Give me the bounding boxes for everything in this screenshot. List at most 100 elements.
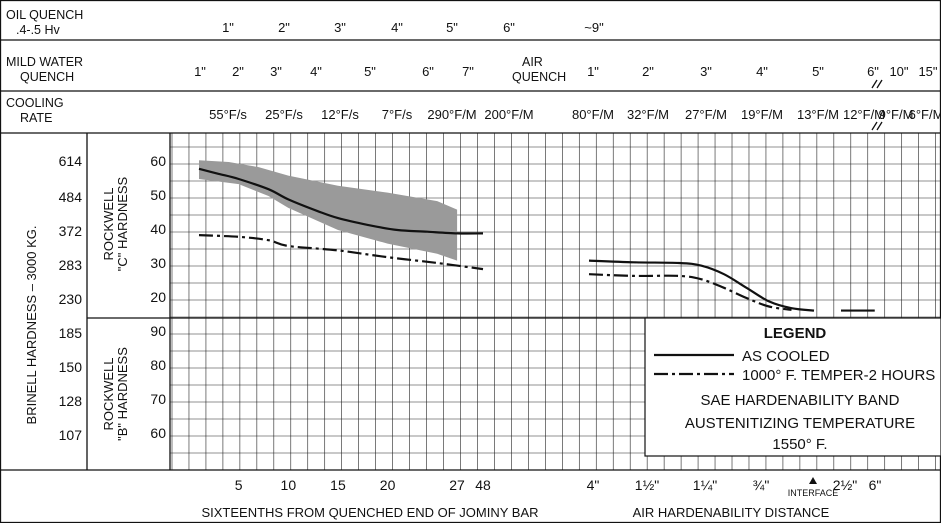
legend-title: LEGEND: [764, 325, 827, 342]
rockwell-b-tick-80: 80: [150, 357, 166, 373]
rockwell-b-title-line2: "B" HARDNESS: [115, 347, 130, 441]
rockwell-b-title-line1: ROCKWELL: [101, 358, 116, 431]
legend-temperature-label: 1550° F.: [772, 436, 827, 453]
cooling-rate-right-tick-0: 80°F/M: [572, 107, 614, 122]
air-quench-label-line1: AIR: [522, 55, 543, 69]
air-quench-tick-3: 4": [756, 64, 768, 79]
air-quench-tick-7: 15": [918, 64, 937, 79]
air-quench-tick-2: 3": [700, 64, 712, 79]
hardenability-band: [199, 160, 458, 261]
cooling-rate-right-tick-4: 13°F/M: [797, 107, 839, 122]
oil-quench-tick-3: 4": [391, 20, 403, 35]
water-quench-tick-5: 6": [422, 64, 434, 79]
air-distance-tick-2: 1¼": [693, 477, 717, 493]
oil-quench-tick-2: 3": [334, 20, 346, 35]
cooling-rate-left-tick-1: 25°F/s: [265, 107, 303, 122]
rockwell-b-tick-labels: 90 80 70 60: [150, 323, 166, 441]
rockwell-c-tick-labels: 60 50 40 30 20: [150, 153, 166, 305]
brinell-tick-614: 614: [59, 153, 83, 169]
brinell-tick-185: 185: [59, 325, 83, 341]
air-quench-tick-6: 10": [889, 64, 908, 79]
brinell-tick-107: 107: [59, 427, 83, 443]
legend-band-label: SAE HARDENABILITY BAND: [701, 392, 900, 409]
cooling-rate-right-tick-7: 6°F/M: [909, 107, 941, 122]
air-distance-tick-4: 2½": [833, 477, 857, 493]
water-quench-tick-3: 4": [310, 64, 322, 79]
jominy-tick-5: 5: [235, 477, 243, 493]
cooling-rate-label-line2: RATE: [20, 111, 52, 125]
oil-quench-tick-6: ~9": [584, 20, 604, 35]
rockwell-c-tick-30: 30: [150, 255, 166, 271]
rockwell-b-tick-60: 60: [150, 425, 166, 441]
cooling-rate-left-tick-2: 12°F/s: [321, 107, 359, 122]
air-quench-tick-4: 5": [812, 64, 824, 79]
jominy-tick-10: 10: [281, 477, 297, 493]
oil-quench-tick-0: 1": [222, 20, 234, 35]
water-quench-tick-6: 7": [462, 64, 474, 79]
water-quench-tick-2: 3": [270, 64, 282, 79]
air-quench-tick-0: 1": [587, 64, 599, 79]
air-distance-tick-labels: 4" 1½" 1¼" ¾" 2½" 6": [587, 477, 882, 493]
oil-quench-tick-5: 6": [503, 20, 515, 35]
air-axis-title: AIR HARDENABILITY DISTANCE: [633, 505, 830, 520]
oil-quench-label-line2: .4-.5 Hv: [16, 23, 61, 37]
air-distance-tick-3: ¾": [753, 477, 770, 493]
break-mark-bottom-icon: [871, 121, 883, 131]
brinell-tick-128: 128: [59, 393, 83, 409]
cooling-rate-left-tick-4: 290°F/M: [427, 107, 476, 122]
legend-temper-label: 1000° F. TEMPER-2 HOURS: [742, 367, 935, 384]
series-0-air-line: [588, 259, 815, 312]
brinell-tick-283: 283: [59, 257, 83, 273]
brinell-tick-230: 230: [59, 291, 83, 307]
mild-water-quench-label-line1: MILD WATER: [6, 55, 83, 69]
jominy-tick-15: 15: [330, 477, 346, 493]
interface-marker-icon: [809, 477, 817, 484]
legend-austenitizing-label: AUSTENITIZING TEMPERATURE: [685, 415, 915, 432]
brinell-axis-title: BRINELL HARDNESS – 3000 KG.: [24, 226, 39, 425]
cooling-rate-right-tick-3: 19°F/M: [741, 107, 783, 122]
jominy-axis-title: SIXTEENTHS FROM QUENCHED END OF JOMINY B…: [201, 505, 538, 520]
interface-label: INTERFACE: [788, 488, 839, 498]
legend-as-cooled-label: AS COOLED: [742, 348, 830, 365]
series-1-jominy-line: [198, 234, 484, 271]
air-quench-label-line2: QUENCH: [512, 70, 566, 84]
cooling-rate-right-tick-2: 27°F/M: [685, 107, 727, 122]
mild-water-quench-ticks: 1" 2" 3" 4" 5" 6" 7": [194, 64, 474, 79]
air-distance-tick-5: 6": [869, 477, 882, 493]
break-mark-top-icon: [871, 79, 883, 89]
brinell-tick-372: 372: [59, 223, 83, 239]
cooling-rate-label-line1: COOLING: [6, 96, 64, 110]
hardenability-band-layer: [199, 160, 458, 261]
rockwell-b-tick-70: 70: [150, 391, 166, 407]
cooling-rate-right-tick-5: 12°F/M: [843, 107, 885, 122]
air-distance-tick-0: 4": [587, 477, 600, 493]
series-1-air-line: [588, 273, 792, 311]
cooling-rate-left-tick-0: 55°F/s: [209, 107, 247, 122]
oil-quench-tick-1: 2": [278, 20, 290, 35]
series-0-jominy-line: [198, 167, 484, 235]
cooling-rate-left-tick-5: 200°F/M: [484, 107, 533, 122]
rockwell-c-title-line1: ROCKWELL: [101, 188, 116, 261]
jominy-tick-27: 27: [449, 477, 465, 493]
air-distance-tick-1: 1½": [635, 477, 659, 493]
oil-quench-ticks: 1" 2" 3" 4" 5" 6" ~9": [222, 20, 604, 35]
rockwell-c-title-line2: "C" HARDNESS: [115, 176, 130, 271]
brinell-tick-labels: 614 484 372 283 230 185 150 128 107: [59, 153, 83, 443]
brinell-tick-150: 150: [59, 359, 83, 375]
cooling-rate-ticks: 55°F/s 25°F/s 12°F/s 7°F/s 290°F/M 200°F/M 80°…: [209, 107, 941, 122]
mild-water-quench-label-line2: QUENCH: [20, 70, 74, 84]
water-quench-tick-4: 5": [364, 64, 376, 79]
air-quench-ticks: 1" 2" 3" 4" 5" 6" 10" 15": [587, 64, 938, 79]
oil-quench-tick-4: 5": [446, 20, 458, 35]
jominy-tick-labels: 5 10 15 20 27 48: [235, 477, 491, 493]
rockwell-b-tick-90: 90: [150, 323, 166, 339]
jominy-tick-20: 20: [380, 477, 396, 493]
rockwell-c-tick-20: 20: [150, 289, 166, 305]
oil-quench-label-line1: OIL QUENCH: [6, 8, 83, 22]
legend-box: [644, 317, 941, 457]
rockwell-c-tick-60: 60: [150, 153, 166, 169]
brinell-tick-484: 484: [59, 189, 83, 205]
water-quench-tick-0: 1": [194, 64, 206, 79]
rockwell-c-tick-50: 50: [150, 187, 166, 203]
